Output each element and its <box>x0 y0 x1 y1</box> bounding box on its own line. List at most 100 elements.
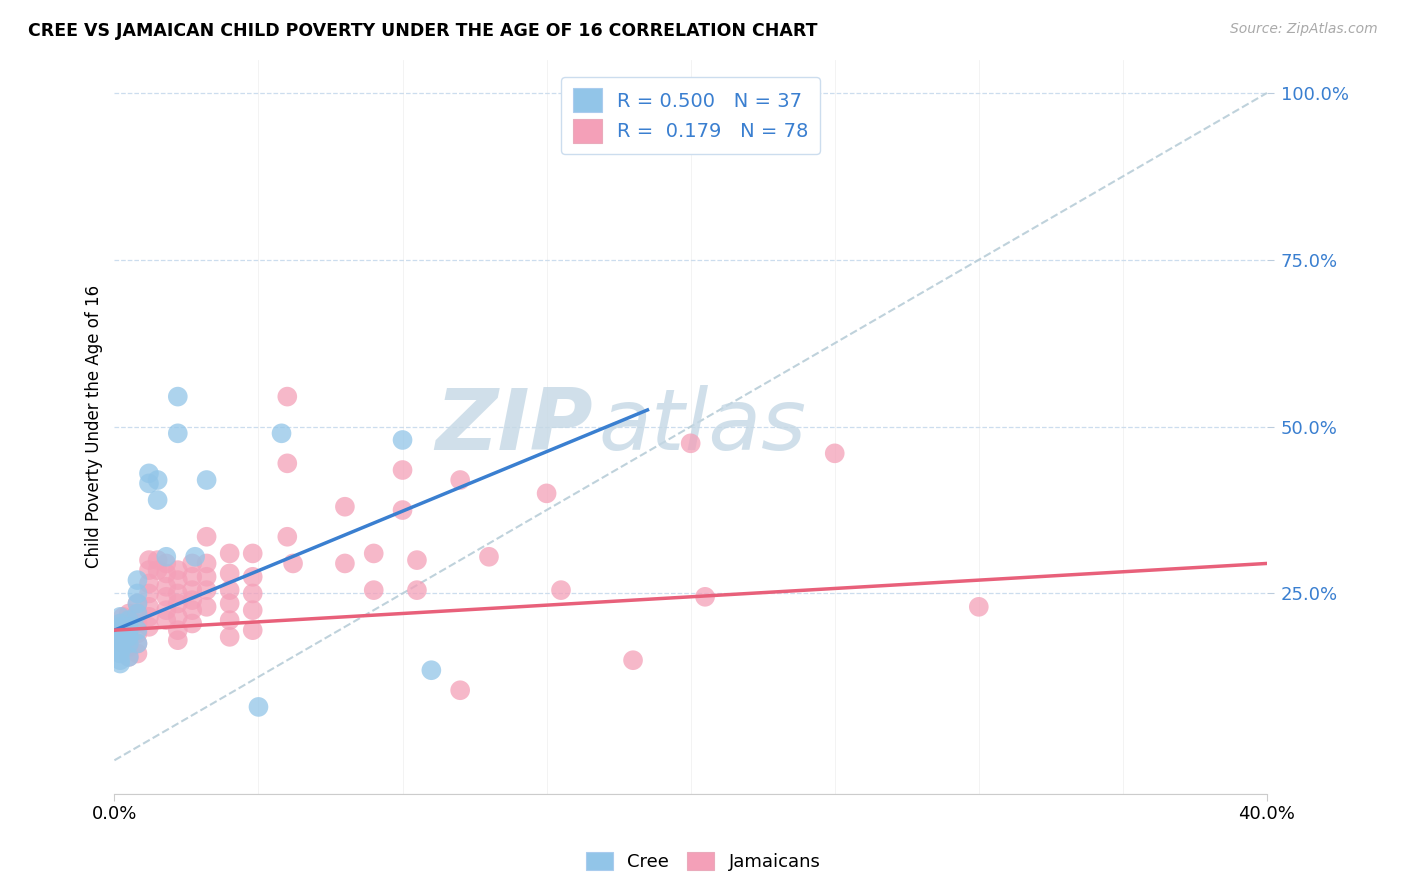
Point <box>127 636 149 650</box>
Point <box>108 640 131 654</box>
Point <box>118 620 141 634</box>
Point <box>112 610 135 624</box>
Point <box>420 663 443 677</box>
Point <box>108 610 131 624</box>
Point <box>166 563 188 577</box>
Point <box>108 623 131 637</box>
Point <box>112 636 135 650</box>
Point <box>824 446 846 460</box>
Point <box>146 473 169 487</box>
Point <box>112 620 135 634</box>
Point <box>391 503 413 517</box>
Point <box>181 593 204 607</box>
Point <box>155 566 177 581</box>
Point <box>127 636 149 650</box>
Text: Source: ZipAtlas.com: Source: ZipAtlas.com <box>1230 22 1378 37</box>
Point <box>242 586 264 600</box>
Point <box>449 473 471 487</box>
Point <box>195 473 218 487</box>
Point <box>138 563 160 577</box>
Text: atlas: atlas <box>599 385 807 468</box>
Point <box>108 636 131 650</box>
Point <box>138 467 160 481</box>
Point <box>195 530 218 544</box>
Point <box>127 573 149 587</box>
Point <box>391 463 413 477</box>
Point <box>242 603 264 617</box>
Point <box>679 436 702 450</box>
Point <box>195 583 218 598</box>
Point <box>108 657 131 671</box>
Point <box>118 636 141 650</box>
Point <box>550 583 572 598</box>
Point <box>281 557 304 571</box>
Text: CREE VS JAMAICAN CHILD POVERTY UNDER THE AGE OF 16 CORRELATION CHART: CREE VS JAMAICAN CHILD POVERTY UNDER THE… <box>28 22 818 40</box>
Point <box>166 586 188 600</box>
Point <box>218 566 240 581</box>
Point <box>155 603 177 617</box>
Point <box>118 623 141 637</box>
Point <box>218 597 240 611</box>
Point <box>108 643 131 657</box>
Point <box>166 573 188 587</box>
Point <box>127 586 149 600</box>
Point <box>127 626 149 640</box>
Point <box>155 580 177 594</box>
Point <box>478 549 501 564</box>
Point <box>108 653 131 667</box>
Point <box>138 620 160 634</box>
Point <box>146 563 169 577</box>
Point <box>127 647 149 661</box>
Y-axis label: Child Poverty Under the Age of 16: Child Poverty Under the Age of 16 <box>86 285 103 568</box>
Point <box>406 553 429 567</box>
Point <box>218 546 240 560</box>
Point <box>195 557 218 571</box>
Point <box>333 500 356 514</box>
Point <box>181 570 204 584</box>
Point <box>108 630 131 644</box>
Point <box>218 630 240 644</box>
Point <box>270 426 292 441</box>
Point <box>218 583 240 598</box>
Point <box>449 683 471 698</box>
Point <box>118 623 141 637</box>
Point <box>127 607 149 621</box>
Point <box>127 597 149 611</box>
Point <box>138 576 160 591</box>
Point <box>536 486 558 500</box>
Point <box>127 616 149 631</box>
Point <box>118 630 141 644</box>
Point <box>127 597 149 611</box>
Point <box>242 623 264 637</box>
Point <box>155 557 177 571</box>
Point <box>218 613 240 627</box>
Point <box>146 553 169 567</box>
Point <box>146 493 169 508</box>
Point <box>166 597 188 611</box>
Point <box>127 607 149 621</box>
Point <box>112 626 135 640</box>
Point <box>166 426 188 441</box>
Point <box>333 557 356 571</box>
Point <box>118 630 141 644</box>
Point <box>166 623 188 637</box>
Point <box>166 633 188 648</box>
Point <box>118 613 141 627</box>
Point <box>138 476 160 491</box>
Point <box>195 570 218 584</box>
Point <box>155 613 177 627</box>
Point <box>693 590 716 604</box>
Point <box>181 557 204 571</box>
Text: ZIP: ZIP <box>434 385 593 468</box>
Point <box>138 610 160 624</box>
Point <box>155 590 177 604</box>
Point <box>166 390 188 404</box>
Point <box>108 647 131 661</box>
Point <box>138 586 160 600</box>
Point <box>391 433 413 447</box>
Point <box>108 620 131 634</box>
Point <box>276 530 298 544</box>
Point <box>195 599 218 614</box>
Point <box>406 583 429 598</box>
Point <box>242 546 264 560</box>
